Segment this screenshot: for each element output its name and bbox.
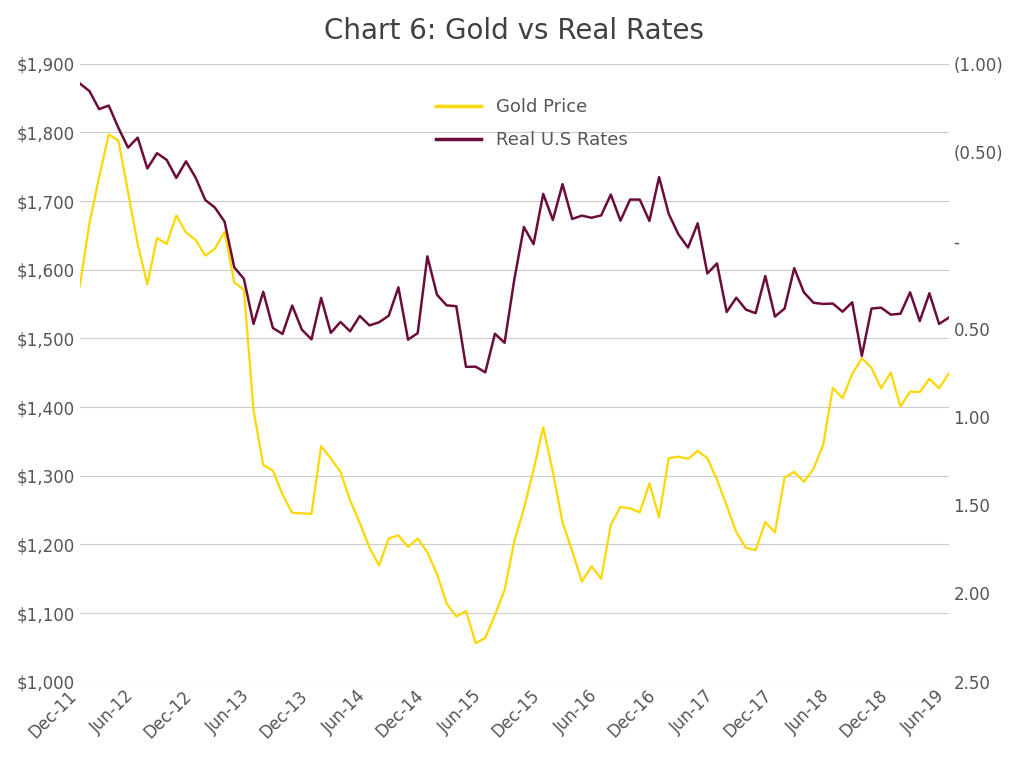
Title: Chart 6: Gold vs Real Rates: Chart 6: Gold vs Real Rates — [324, 17, 703, 45]
Legend: Gold Price, Real U.S Rates: Gold Price, Real U.S Rates — [428, 91, 634, 156]
